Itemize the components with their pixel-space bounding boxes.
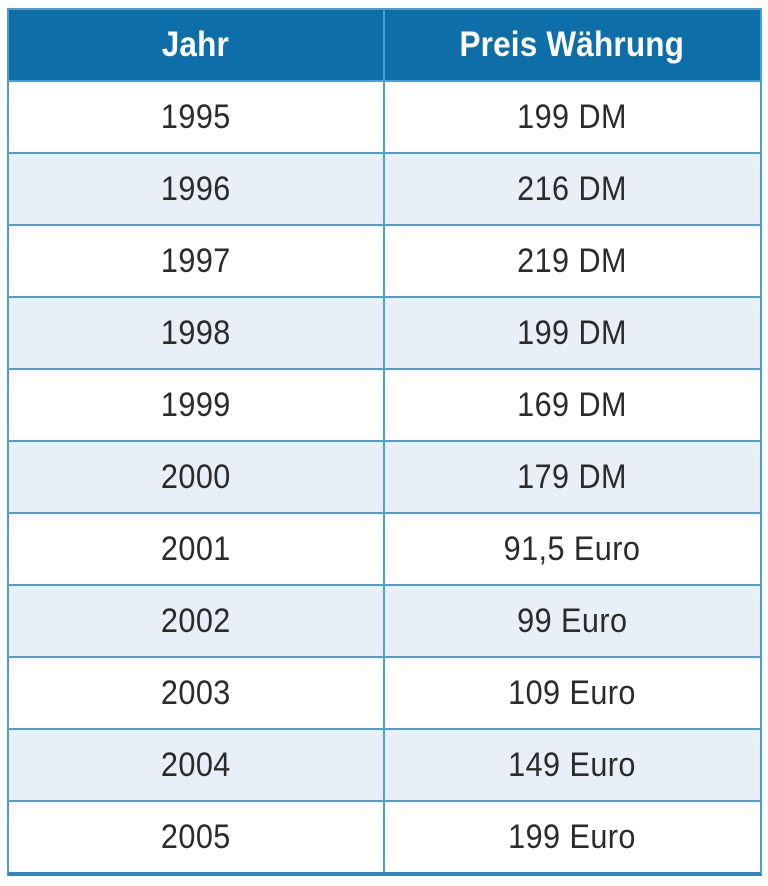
year-cell: 1997 — [9, 226, 385, 296]
year-value: 2005 — [160, 817, 231, 856]
table-row: 2001 91,5 Euro — [9, 512, 760, 584]
year-cell: 1995 — [9, 82, 385, 152]
year-cell: 2004 — [9, 730, 385, 800]
year-cell: 1996 — [9, 154, 385, 224]
price-value: 219 DM — [517, 241, 628, 280]
table-row: 1996 216 DM — [9, 152, 760, 224]
year-value: 2000 — [160, 457, 231, 496]
year-value: 2002 — [160, 601, 231, 640]
header-label-preis-waehrung: Preis Währung — [459, 25, 685, 64]
header-cell-preis-waehrung: Preis Währung — [385, 10, 761, 80]
year-value: 1997 — [160, 241, 231, 280]
table-row: 1999 169 DM — [9, 368, 760, 440]
year-cell: 2002 — [9, 586, 385, 656]
table-row: 2004 149 Euro — [9, 728, 760, 800]
year-cell: 1999 — [9, 370, 385, 440]
price-value: 199 DM — [517, 97, 628, 136]
price-cell: 199 Euro — [385, 802, 761, 872]
price-value: 169 DM — [517, 385, 628, 424]
price-table: Jahr Preis Währung 1995 199 DM 1996 216 … — [7, 8, 762, 876]
price-value: 149 Euro — [508, 745, 637, 784]
year-cell: 1998 — [9, 298, 385, 368]
year-value: 2001 — [160, 529, 231, 568]
table-row: 2003 109 Euro — [9, 656, 760, 728]
year-value: 1999 — [160, 385, 231, 424]
table-row: 1997 219 DM — [9, 224, 760, 296]
year-cell: 2005 — [9, 802, 385, 872]
price-cell: 99 Euro — [385, 586, 761, 656]
price-cell: 216 DM — [385, 154, 761, 224]
price-cell: 199 DM — [385, 82, 761, 152]
year-value: 2003 — [160, 673, 231, 712]
year-value: 1998 — [160, 313, 231, 352]
price-cell: 91,5 Euro — [385, 514, 761, 584]
price-cell: 199 DM — [385, 298, 761, 368]
price-value: 199 Euro — [508, 817, 637, 856]
price-cell: 109 Euro — [385, 658, 761, 728]
price-value: 91,5 Euro — [503, 529, 641, 568]
year-value: 1996 — [160, 169, 231, 208]
table-row: 2000 179 DM — [9, 440, 760, 512]
table-row: 1998 199 DM — [9, 296, 760, 368]
price-value: 216 DM — [517, 169, 628, 208]
price-value: 199 DM — [517, 313, 628, 352]
year-value: 2004 — [160, 745, 231, 784]
year-cell: 2001 — [9, 514, 385, 584]
header-cell-jahr: Jahr — [9, 10, 385, 80]
table-row: 2002 99 Euro — [9, 584, 760, 656]
price-value: 179 DM — [517, 457, 628, 496]
price-cell: 149 Euro — [385, 730, 761, 800]
year-cell: 2003 — [9, 658, 385, 728]
price-cell: 169 DM — [385, 370, 761, 440]
table-row: 1995 199 DM — [9, 80, 760, 152]
price-value: 109 Euro — [508, 673, 637, 712]
price-cell: 219 DM — [385, 226, 761, 296]
price-cell: 179 DM — [385, 442, 761, 512]
header-label-jahr: Jahr — [162, 25, 230, 64]
price-value: 99 Euro — [517, 601, 628, 640]
year-cell: 2000 — [9, 442, 385, 512]
table-header-row: Jahr Preis Währung — [9, 10, 760, 80]
table-row: 2005 199 Euro — [9, 800, 760, 872]
year-value: 1995 — [160, 97, 231, 136]
